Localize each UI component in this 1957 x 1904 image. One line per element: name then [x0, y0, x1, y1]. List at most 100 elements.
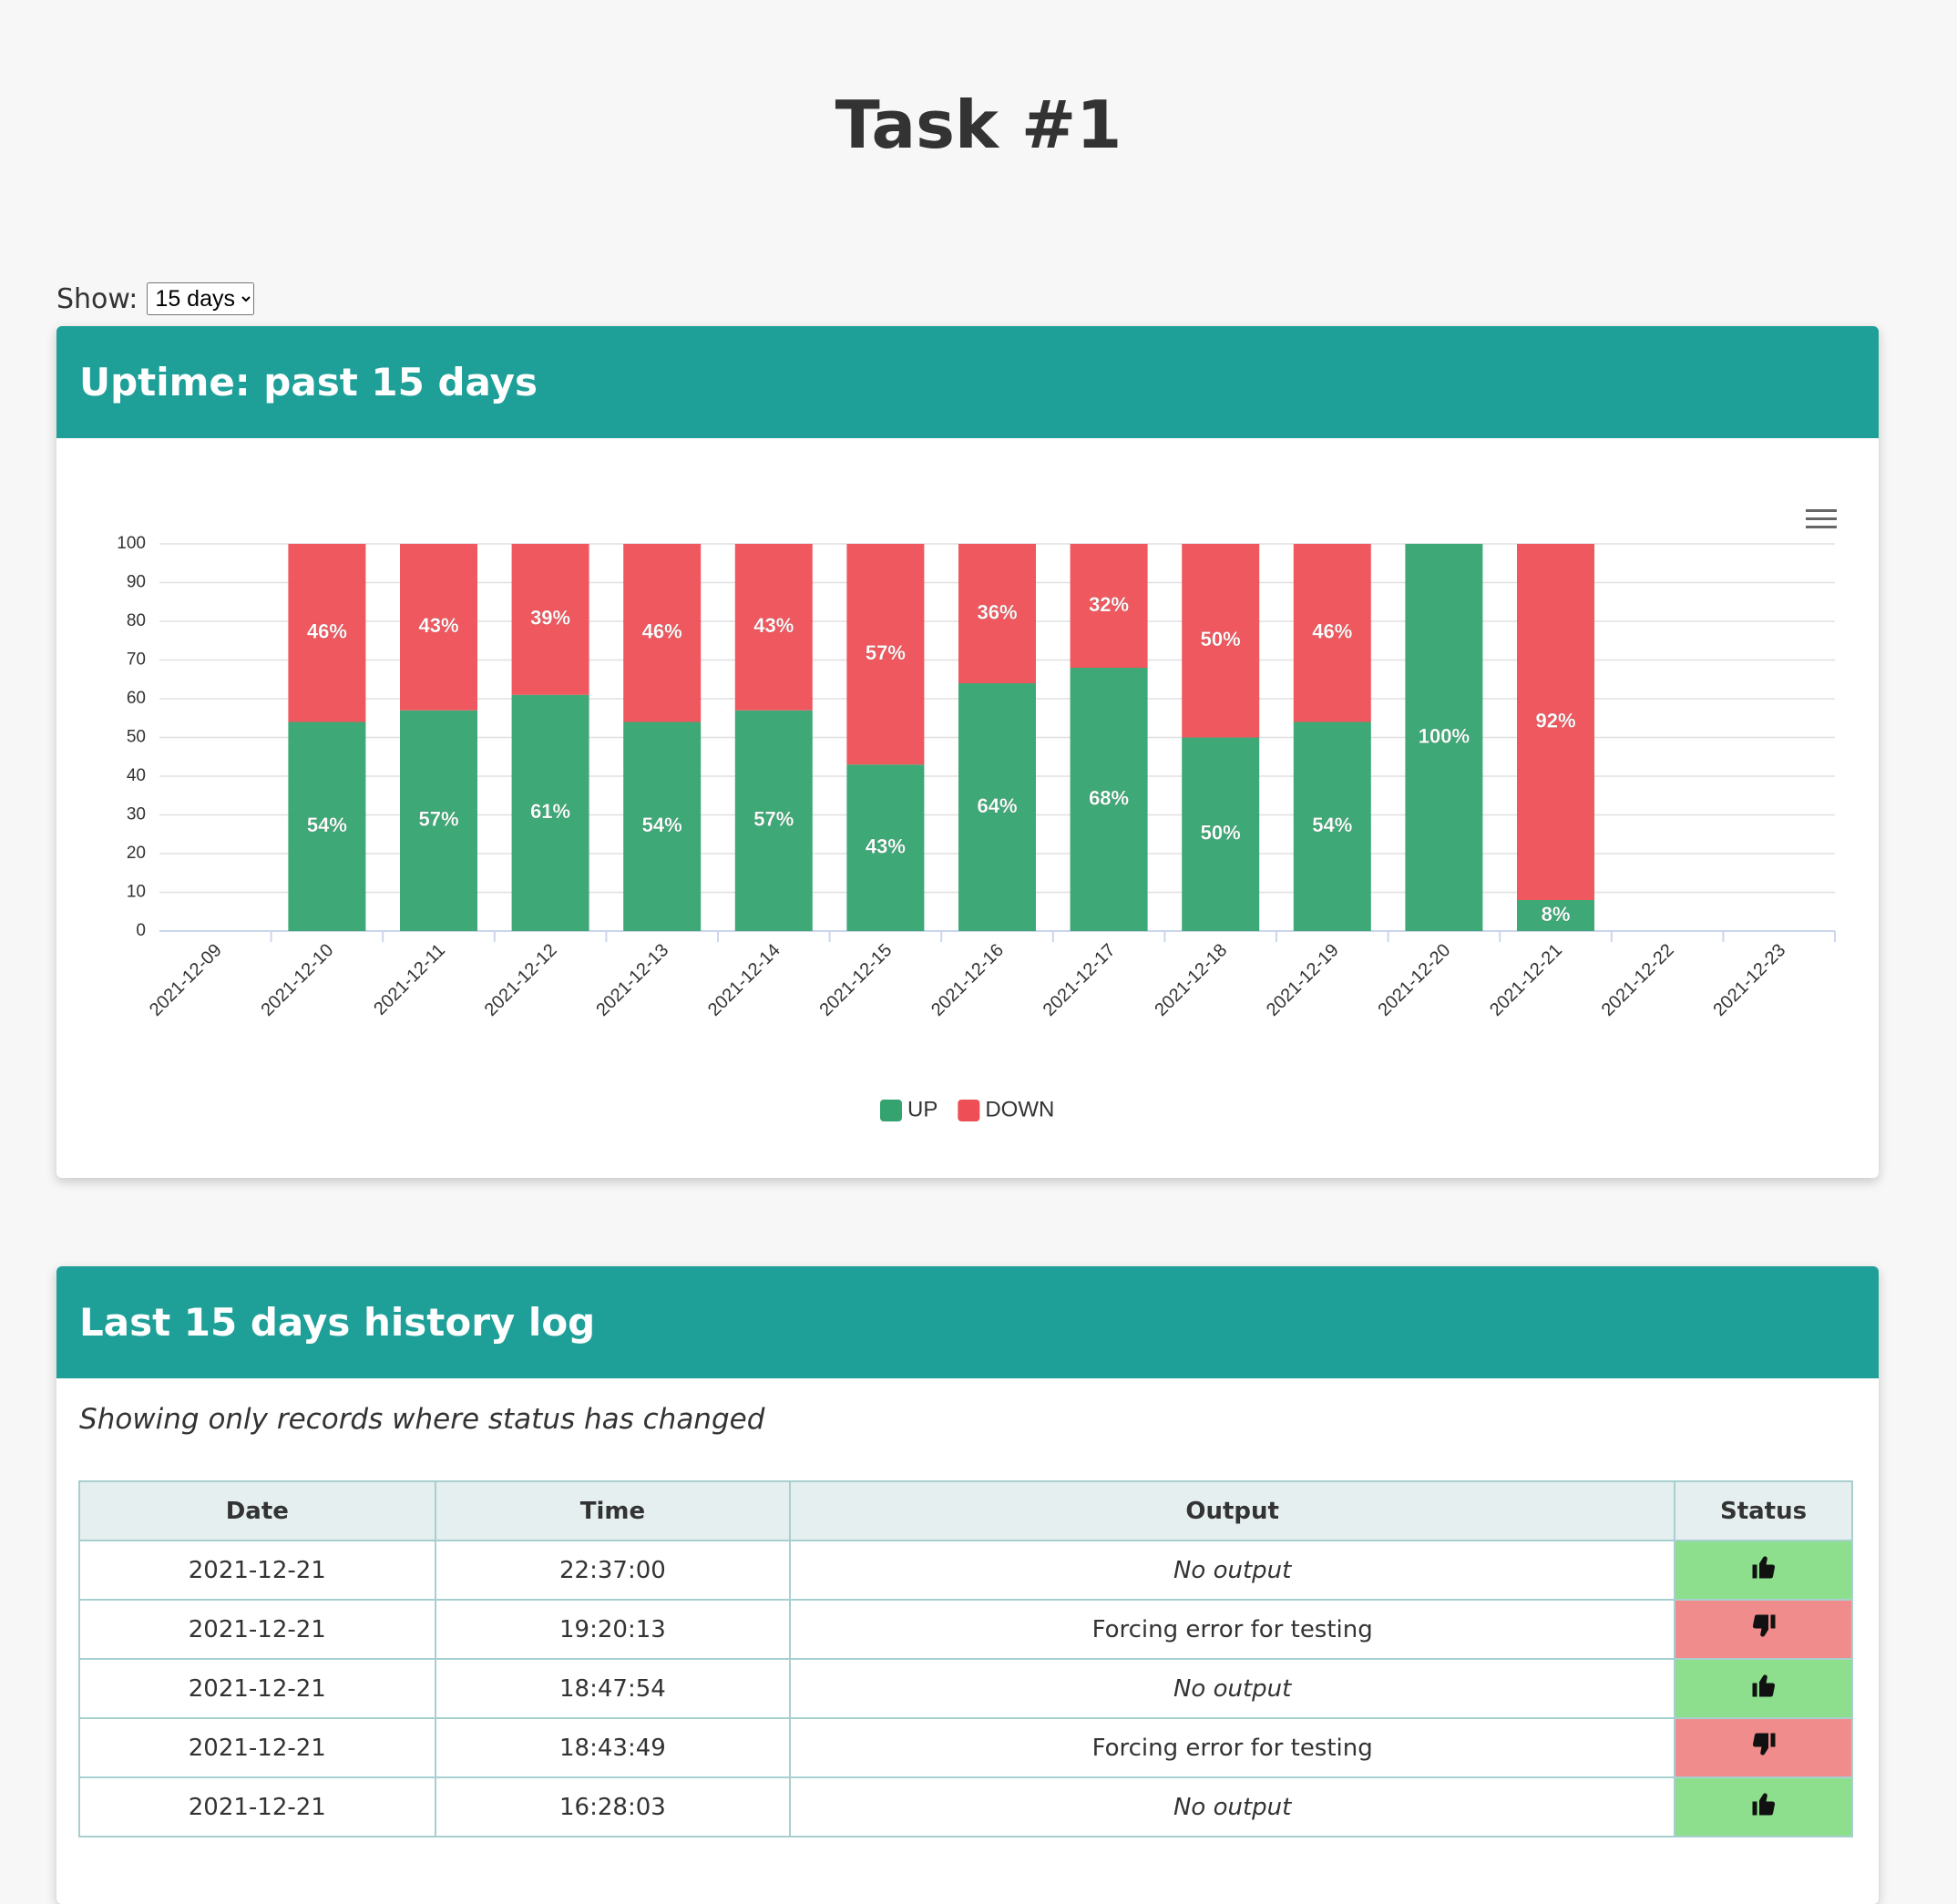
- show-control: Show: 15 days: [56, 282, 255, 315]
- cell: No output: [789, 1658, 1676, 1719]
- status-cell: [1674, 1540, 1853, 1601]
- bar-segment: [400, 710, 477, 931]
- card-title: Uptime: past 15 days: [56, 326, 1879, 438]
- cell: 2021-12-21: [78, 1776, 436, 1837]
- bar-segment: [623, 722, 702, 931]
- value-label: 39%: [530, 607, 570, 630]
- x-tick-label: 2021-12-12: [481, 940, 561, 1020]
- value-label: 50%: [1201, 822, 1241, 845]
- bar-segment: [1070, 668, 1148, 931]
- bar-segment: [734, 544, 813, 711]
- chart-card: Uptime: past 15 days 0 10 20 30 40 50 60 70 80 90…: [56, 326, 1879, 1178]
- thumbs-up-icon: [1752, 1556, 1775, 1579]
- value-label: 46%: [1312, 620, 1352, 643]
- y-tick-label: 50: [127, 728, 146, 747]
- bar-segment: [958, 683, 1036, 931]
- bar-segment: [1293, 722, 1371, 931]
- cell: 18:43:49: [434, 1717, 792, 1778]
- x-tick-label: 2021-12-11: [370, 940, 449, 1019]
- cell: 2021-12-21: [78, 1717, 436, 1778]
- status-cell: [1674, 1658, 1853, 1719]
- value-label: 54%: [642, 814, 682, 836]
- value-label: 57%: [418, 808, 458, 831]
- value-label: 68%: [1089, 786, 1129, 809]
- value-label: 61%: [530, 800, 570, 823]
- log-card: Last 15 days history log Showing only re…: [56, 1266, 1879, 1904]
- bar-segment: [511, 694, 589, 931]
- bar-segment: [1070, 544, 1148, 668]
- cell: Forcing error for testing: [789, 1717, 1676, 1778]
- thumbs-down-icon: [1752, 1733, 1776, 1756]
- cell: No output: [789, 1540, 1676, 1601]
- y-tick-label: 60: [127, 689, 146, 708]
- x-tick-label: 2021-12-17: [1040, 940, 1120, 1020]
- x-tick-label: 2021-12-20: [1375, 940, 1455, 1020]
- menu-bar: [1806, 517, 1837, 520]
- row: 2021-12-21 18:43:49 Forcing error for test…: [78, 1717, 1853, 1778]
- menu-bar: [1806, 526, 1837, 528]
- card-title: Last 15 days history log: [56, 1266, 1879, 1378]
- log-table: Date Time Output Status 2021-12-21 22:37:…: [78, 1480, 1853, 1837]
- bar-segment: [1182, 737, 1260, 931]
- x-tick-label: 2021-12-09: [146, 940, 226, 1020]
- value-label: 46%: [642, 620, 682, 643]
- bar-segment: [1293, 544, 1371, 722]
- x-tick-label: 2021-12-19: [1263, 940, 1343, 1020]
- legend-label: DOWN: [985, 1097, 1054, 1121]
- y-tick-label: 70: [127, 650, 146, 670]
- bar-segment: [400, 544, 477, 711]
- row: 2021-12-21 18:47:54 No output: [78, 1658, 1853, 1719]
- row: 2021-12-21 16:28:03 No output: [78, 1776, 1853, 1837]
- x-tick-label: 2021-12-21: [1486, 940, 1566, 1020]
- y-tick-label: 90: [127, 573, 146, 592]
- bar-segment: [1517, 900, 1594, 931]
- value-label: 54%: [1312, 814, 1352, 836]
- page: Task #1 Show: 15 days Uptime: past 15 da…: [56, 87, 1879, 1837]
- x-tick-label: 2021-12-16: [927, 940, 1008, 1020]
- menu-button[interactable]: [1806, 509, 1837, 528]
- header-cell: Output: [789, 1480, 1676, 1541]
- status-cell: [1674, 1599, 1853, 1660]
- bar-segment: [1517, 544, 1594, 900]
- legend-swatch: [958, 1100, 980, 1121]
- range-select[interactable]: 15 days: [147, 282, 255, 315]
- value-label: 46%: [307, 620, 347, 643]
- cell: 18:47:54: [434, 1658, 792, 1719]
- y-tick-label: 10: [127, 883, 146, 902]
- value-label: 100%: [1419, 724, 1470, 747]
- value-label: 43%: [866, 834, 906, 857]
- cell: 19:20:13: [434, 1599, 792, 1660]
- row: 2021-12-21 19:20:13 Forcing error for test…: [78, 1599, 1853, 1660]
- x-tick-label: 2021-12-15: [816, 940, 897, 1020]
- value-label: 43%: [418, 614, 458, 637]
- bar-segment: [734, 710, 813, 931]
- value-label: 92%: [1535, 709, 1575, 732]
- thumbs-up-icon: [1752, 1793, 1775, 1816]
- cell: 22:37:00: [434, 1540, 792, 1601]
- y-tick-label: 80: [127, 611, 146, 630]
- value-label: 50%: [1201, 628, 1241, 650]
- menu-bar: [1806, 509, 1837, 512]
- y-tick-label: 20: [127, 844, 146, 863]
- chart: 0 10 20 30 40 50 60 70 80 90 100 2021-12-09 2021-12-…: [117, 509, 1837, 1121]
- y-tick-label: 0: [136, 921, 146, 940]
- log-note: Showing only records where status has ch…: [79, 1403, 765, 1436]
- cell: Forcing error for testing: [789, 1599, 1676, 1660]
- x-tick-label: 2021-12-14: [704, 940, 784, 1020]
- legend-swatch: [880, 1100, 902, 1121]
- row: 2021-12-21 22:37:00 No output: [78, 1540, 1853, 1601]
- show-label: Show:: [56, 282, 138, 315]
- x-tick-label: 2021-12-22: [1598, 940, 1678, 1020]
- x-tick-label: 2021-12-23: [1709, 940, 1789, 1020]
- header-row: Date Time Output Status: [78, 1480, 1853, 1541]
- header-cell: Status: [1674, 1480, 1853, 1541]
- bar-segment: [623, 544, 702, 722]
- x-tick-label: 2021-12-13: [592, 940, 672, 1020]
- x-tick-label: 2021-12-18: [1151, 940, 1231, 1020]
- value-label: 32%: [1089, 593, 1129, 616]
- value-label: 64%: [977, 794, 1017, 817]
- value-label: 36%: [977, 600, 1017, 623]
- status-cell: [1674, 1776, 1853, 1837]
- y-tick-label: 100: [117, 534, 146, 553]
- cell: 2021-12-21: [78, 1658, 436, 1719]
